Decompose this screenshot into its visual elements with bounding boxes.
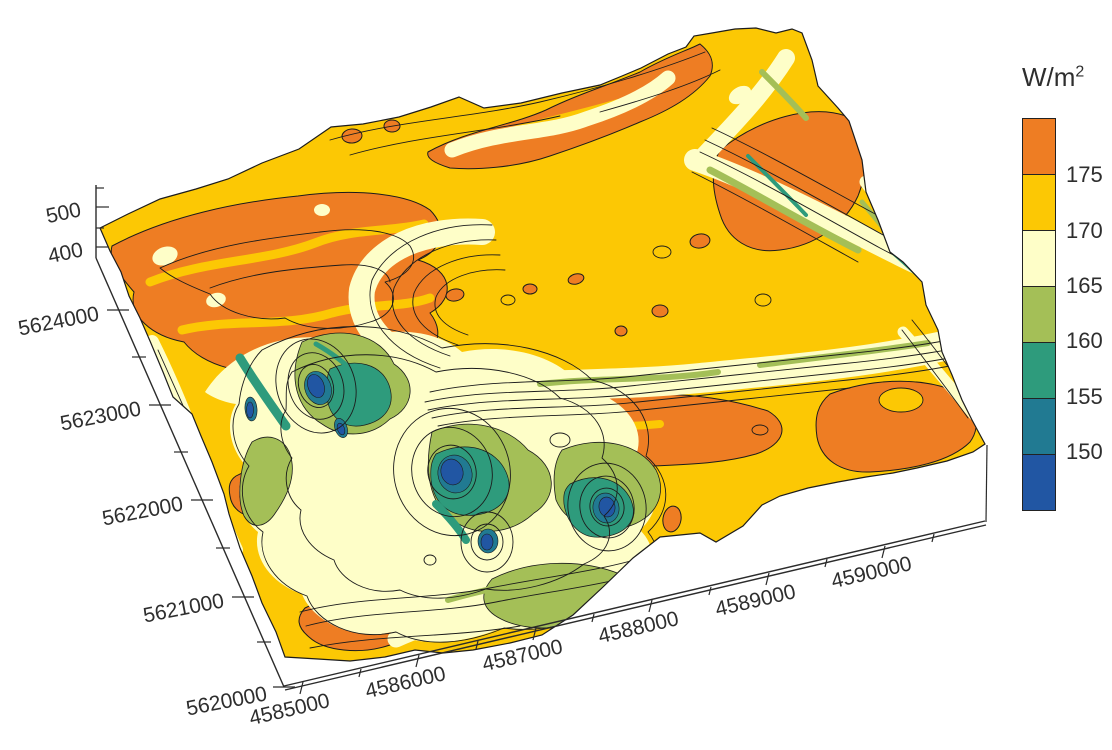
legend-swatch-170-175 <box>1023 175 1055 231</box>
y-tick-label: 5622000 <box>100 492 185 530</box>
legend-boundary-label: 170 <box>1066 218 1103 243</box>
legend-swatch-160-165 <box>1023 287 1055 343</box>
z-axis: 500 400 <box>44 185 109 268</box>
blue-minimum-radiation-spots <box>246 374 616 551</box>
legend-unit-exponent: 2 <box>1075 63 1085 81</box>
terrain-surface <box>100 28 985 661</box>
y-tick-label: 5624000 <box>16 302 101 340</box>
legend-swatch-150-155 <box>1023 399 1055 455</box>
z-tick-label: 500 <box>44 198 83 228</box>
legend-boundary-label: 175 <box>1066 162 1103 187</box>
legend-color-bar <box>1022 118 1056 511</box>
y-tick-label: 5623000 <box>58 397 143 435</box>
legend-boundary-label: 155 <box>1066 384 1103 409</box>
legend-swatch-gt175 <box>1023 119 1055 175</box>
legend-unit-title: W/m2 <box>1022 62 1085 92</box>
legend-boundary-label: 150 <box>1066 439 1103 464</box>
legend-boundary-label: 165 <box>1066 273 1103 298</box>
terrain-outline <box>99 27 986 662</box>
z-tick-label: 400 <box>46 238 85 268</box>
elevation-contour-lines <box>157 51 985 649</box>
legend-swatch-lt150 <box>1023 455 1055 510</box>
color-legend: W/m2 175 170 165 160 155 150 <box>1014 62 1112 532</box>
legend-boundary-label: 160 <box>1066 328 1103 353</box>
legend-swatch-165-170 <box>1023 231 1055 287</box>
legend-swatch-155-160 <box>1023 343 1055 399</box>
y-tick-label: 5621000 <box>141 589 226 627</box>
